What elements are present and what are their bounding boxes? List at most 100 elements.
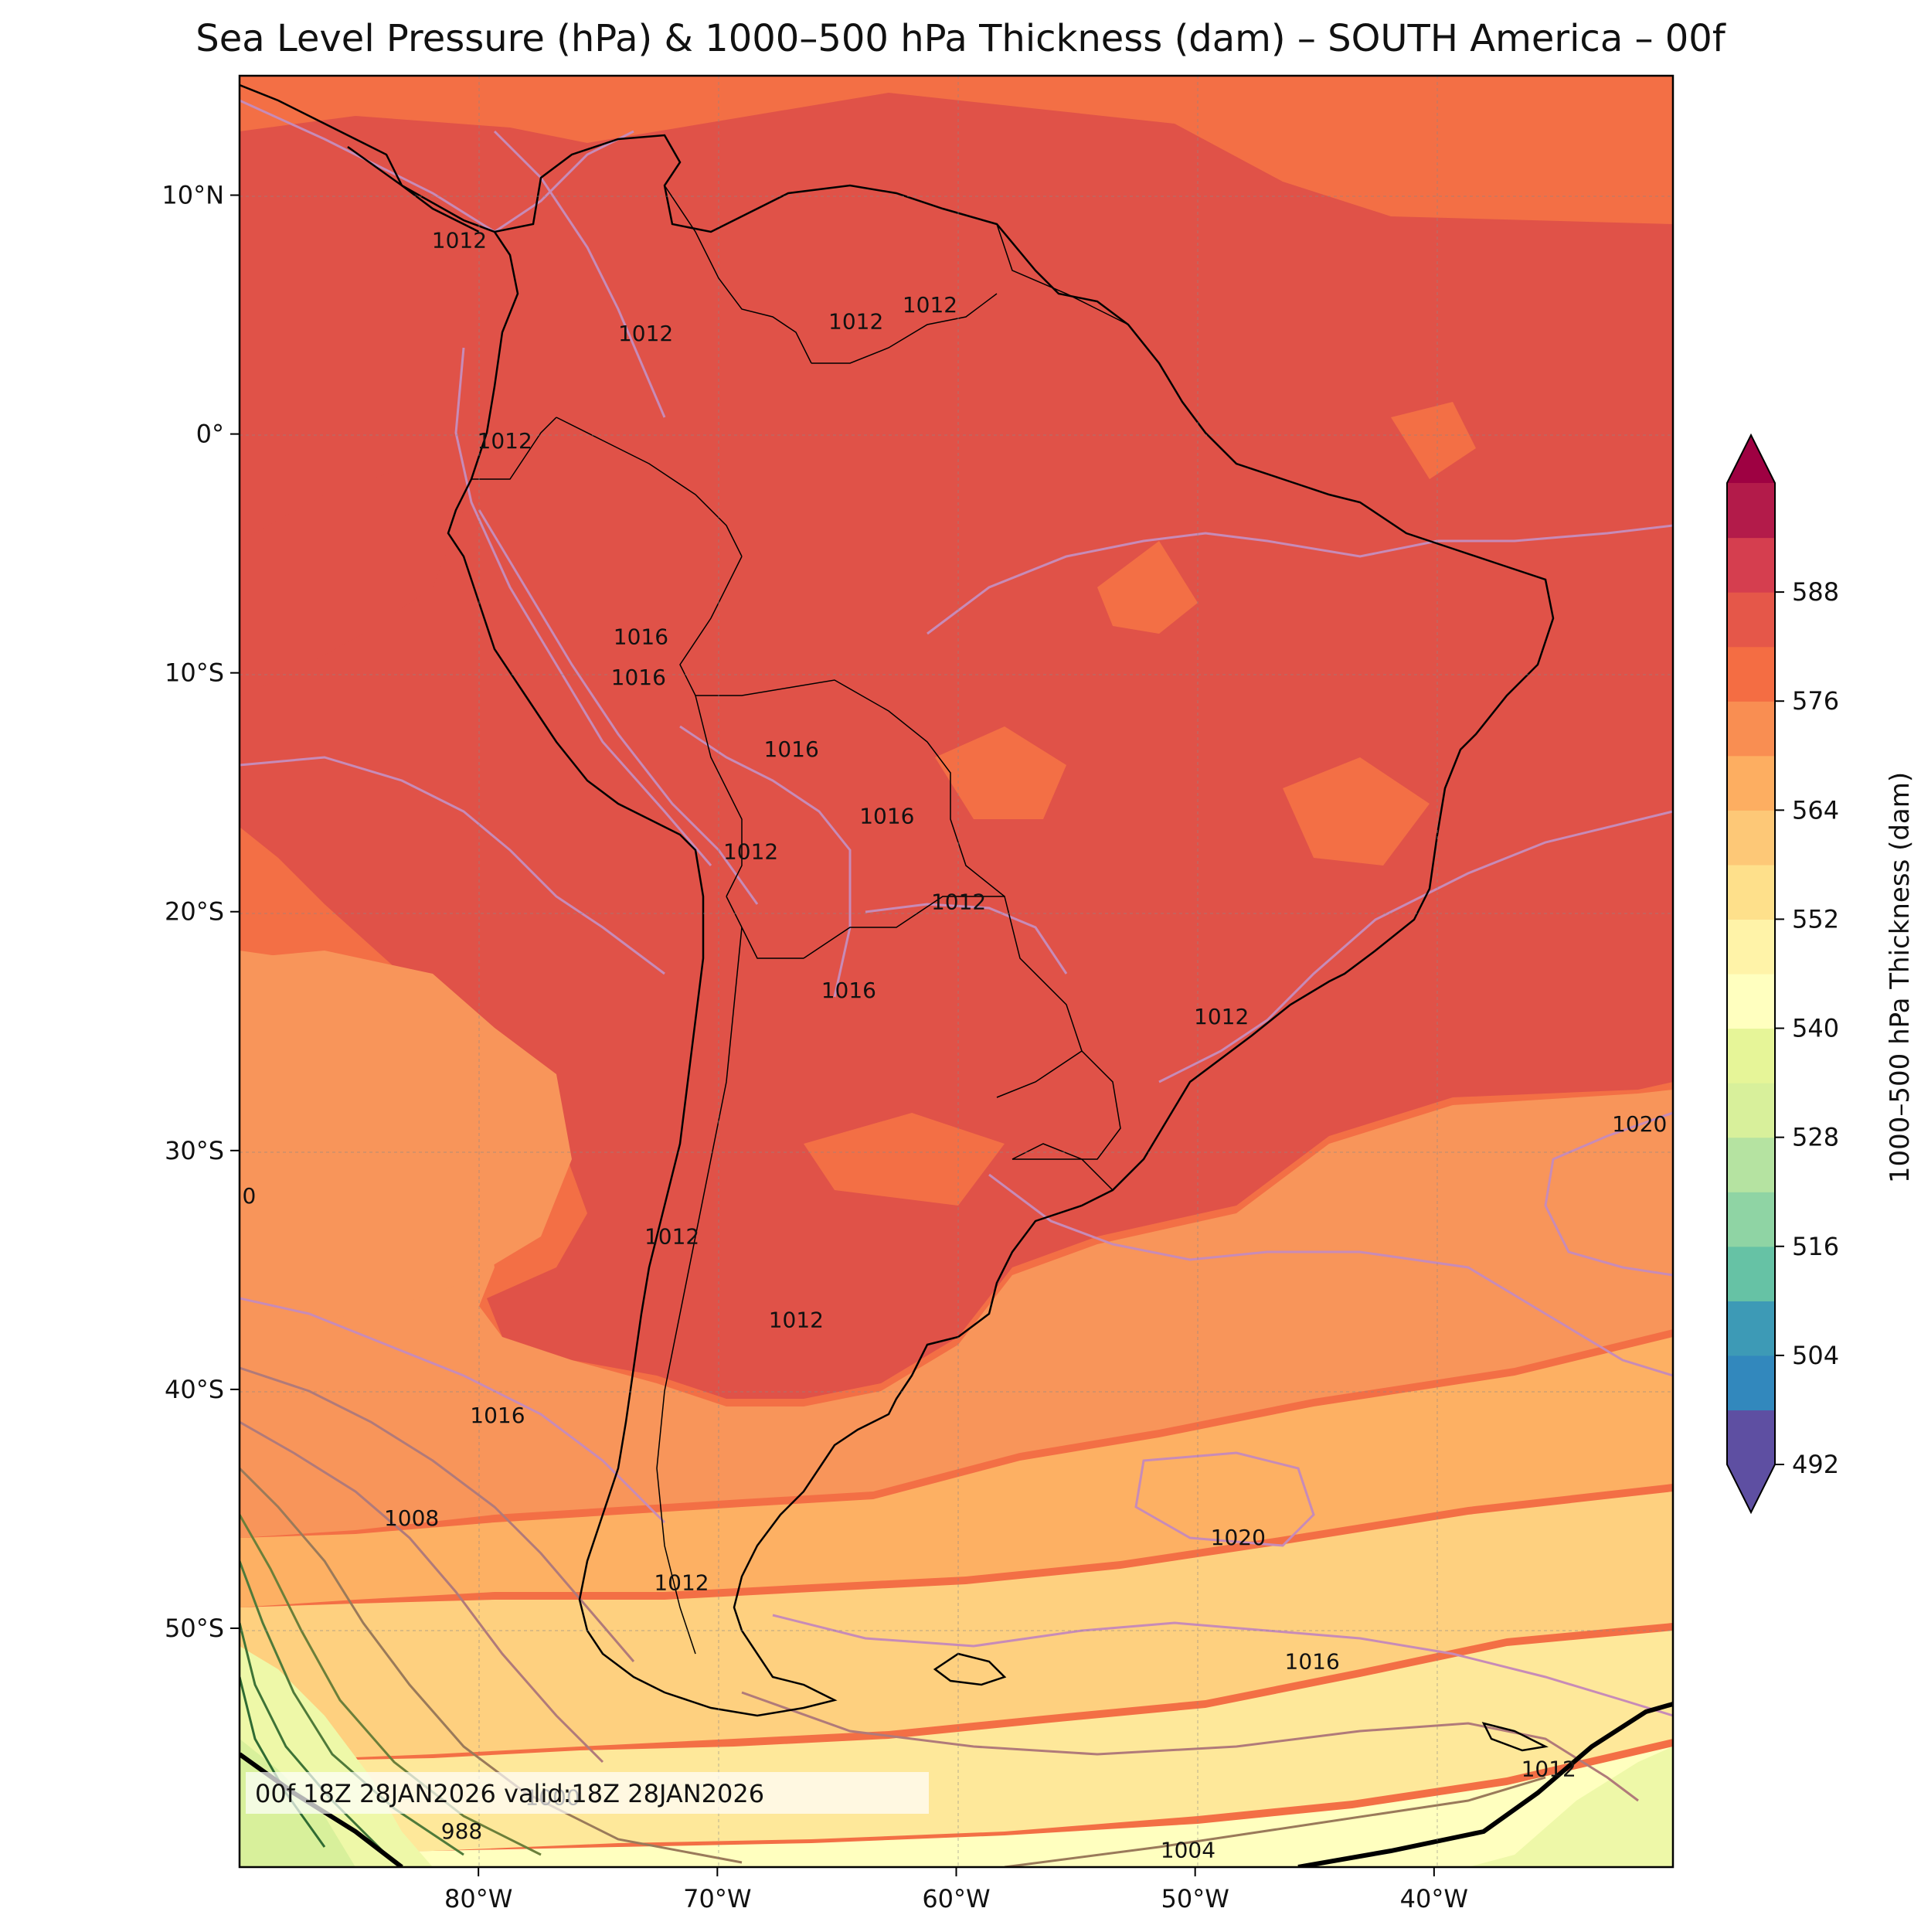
isobar-1000	[240, 1514, 542, 1856]
isobar-1004	[240, 1467, 743, 1864]
border-ecuador-peru	[471, 417, 557, 480]
lon-tick-label: 60°W	[922, 1884, 990, 1913]
map-title: Sea Level Pressure (hPa) & 1000–500 hPa …	[196, 17, 1726, 60]
coastline-south-america	[347, 134, 1555, 1717]
isobar-label: 1012	[618, 321, 673, 346]
border-colombia-peru	[556, 417, 743, 557]
colorbar-band	[1727, 701, 1775, 757]
thickness-band-534-se	[1468, 1747, 1673, 1867]
thickness-pocket-5	[1391, 402, 1476, 479]
colorbar-tick-label: 528	[1792, 1123, 1839, 1152]
lon-tick-label: 70°W	[683, 1884, 751, 1913]
colorbar-tick-label: 552	[1792, 904, 1839, 934]
colorbar-band	[1727, 1301, 1775, 1356]
isobar-label: 1004	[1161, 1838, 1216, 1863]
isobar-1016-pacific	[240, 756, 665, 975]
colorbar-band	[1727, 1083, 1775, 1138]
isobar-988	[240, 1676, 326, 1848]
isobar-label: 1012	[1522, 1757, 1576, 1782]
isobar-1012-andes-west	[454, 347, 712, 866]
lon-tick-label: 80°W	[444, 1884, 512, 1913]
colorbar-band	[1727, 1355, 1775, 1411]
border-brazil-bolivia	[787, 679, 1005, 897]
colorbar-tick-label: 564	[1792, 795, 1839, 825]
lat-tick-label: 50°S	[165, 1614, 224, 1643]
colorbar-band	[1727, 646, 1775, 702]
isobar-label: 1016	[1285, 1648, 1340, 1674]
isobar-label: 988	[441, 1818, 482, 1844]
thickness-pocket-4	[804, 1113, 1005, 1206]
isobar-1016-pacific-south	[240, 1297, 666, 1524]
colorbar-tick-label: 588	[1792, 577, 1839, 607]
lat-tick-label: 40°S	[165, 1375, 224, 1404]
border-colombia-venezuela	[664, 185, 812, 364]
colorbar-band	[1727, 755, 1775, 811]
country-borders	[471, 185, 1129, 1655]
isobar-label: 1016	[614, 624, 668, 650]
colorbar-band	[1727, 1246, 1775, 1301]
isobar-label: 1012	[931, 889, 986, 915]
isobar-label: 1012	[769, 1308, 824, 1333]
lat-tick-label: 10°S	[165, 658, 224, 688]
thickness-band-540	[240, 1747, 1673, 1867]
isobar-1020-south	[1134, 1451, 1315, 1547]
coastline-central-america	[240, 83, 480, 233]
thickness-band-564-pacific	[240, 951, 572, 1329]
colorbar-over-extension	[1727, 435, 1775, 483]
colorbar-tick-label: 492	[1792, 1450, 1839, 1479]
isobar-label: 1020	[1211, 1525, 1266, 1550]
border-guianas	[996, 223, 1129, 325]
colorbar-band	[1727, 919, 1775, 975]
isobar-label: 1020	[1612, 1111, 1667, 1137]
isobar-label: 1016	[859, 803, 914, 828]
lat-tick-label: 0°	[196, 420, 224, 449]
colorbar-band	[1727, 1028, 1775, 1083]
isobar-1004-south	[1004, 1776, 1546, 1867]
border-chile-bolivia	[726, 896, 804, 959]
isobar-1012-chaco	[865, 903, 1068, 975]
latitude-tick-labels: 10°N 0° 10°S 20°S 30°S 40°S 50°S	[162, 181, 240, 1643]
border-brazil-peru	[679, 556, 789, 696]
isobar-label: 1012	[828, 309, 883, 335]
border-uruguay	[1012, 1143, 1114, 1191]
thickness-pocket-1	[1097, 541, 1198, 634]
isobar-label: 1016	[611, 665, 666, 690]
lat-tick-label: 20°S	[165, 897, 224, 927]
colorbar-band	[1727, 1137, 1775, 1192]
isobar-1020-atlantic	[1544, 1111, 1673, 1277]
isobar-label: 1012	[723, 839, 778, 865]
colorbar-band	[1727, 1192, 1775, 1247]
colorbar-tick-label: 516	[1792, 1232, 1839, 1261]
colorbar-under-extension	[1727, 1464, 1775, 1512]
map-plot-area[interactable]: 1012 1012 1012 1012 1012 1016 1016 1016 1016 1012…	[240, 76, 1673, 1867]
colorbar-band	[1727, 864, 1775, 920]
south-georgia	[1481, 1722, 1549, 1752]
colorbar-tick-label: 540	[1792, 1014, 1839, 1043]
valid-time-box	[246, 1772, 929, 1814]
valid-time-label: 00f 18Z 28JAN2026 valid:18Z 28JAN2026	[255, 1779, 764, 1808]
isobar-1008	[240, 1420, 604, 1764]
border-chile-argentina	[656, 927, 743, 1655]
isobar-992	[240, 1622, 388, 1856]
isobar-label: 0	[242, 1183, 256, 1209]
colorbar-band	[1727, 810, 1775, 866]
thickness-pocket-3	[1283, 757, 1430, 866]
thickness-band-576	[240, 93, 1673, 1399]
border-argentina-brazil	[1012, 1050, 1121, 1160]
isobar-1016-atlantic	[988, 1173, 1673, 1377]
thickness-band-564	[240, 951, 1673, 1538]
isobar-label: 1016	[764, 736, 819, 762]
thickness-band-552	[240, 1492, 1673, 1762]
isobar-label: 1016	[821, 978, 876, 1003]
border-venezuela-brazil	[811, 293, 998, 364]
border-paraguay	[803, 896, 1083, 1098]
colorbar-band	[1727, 974, 1775, 1029]
border-bolivia-peru	[695, 695, 743, 897]
colorbar-tick-label: 504	[1792, 1341, 1839, 1370]
colorbar-band	[1727, 592, 1775, 648]
isobar-1012-brazil-north	[926, 524, 1673, 635]
longitude-tick-labels: 80°W 70°W 60°W 50°W 40°W	[444, 1867, 1468, 1913]
lat-tick-label: 30°S	[165, 1136, 224, 1165]
colorbar-label: 1000–500 hPa Thickness (dam)	[1885, 772, 1916, 1183]
